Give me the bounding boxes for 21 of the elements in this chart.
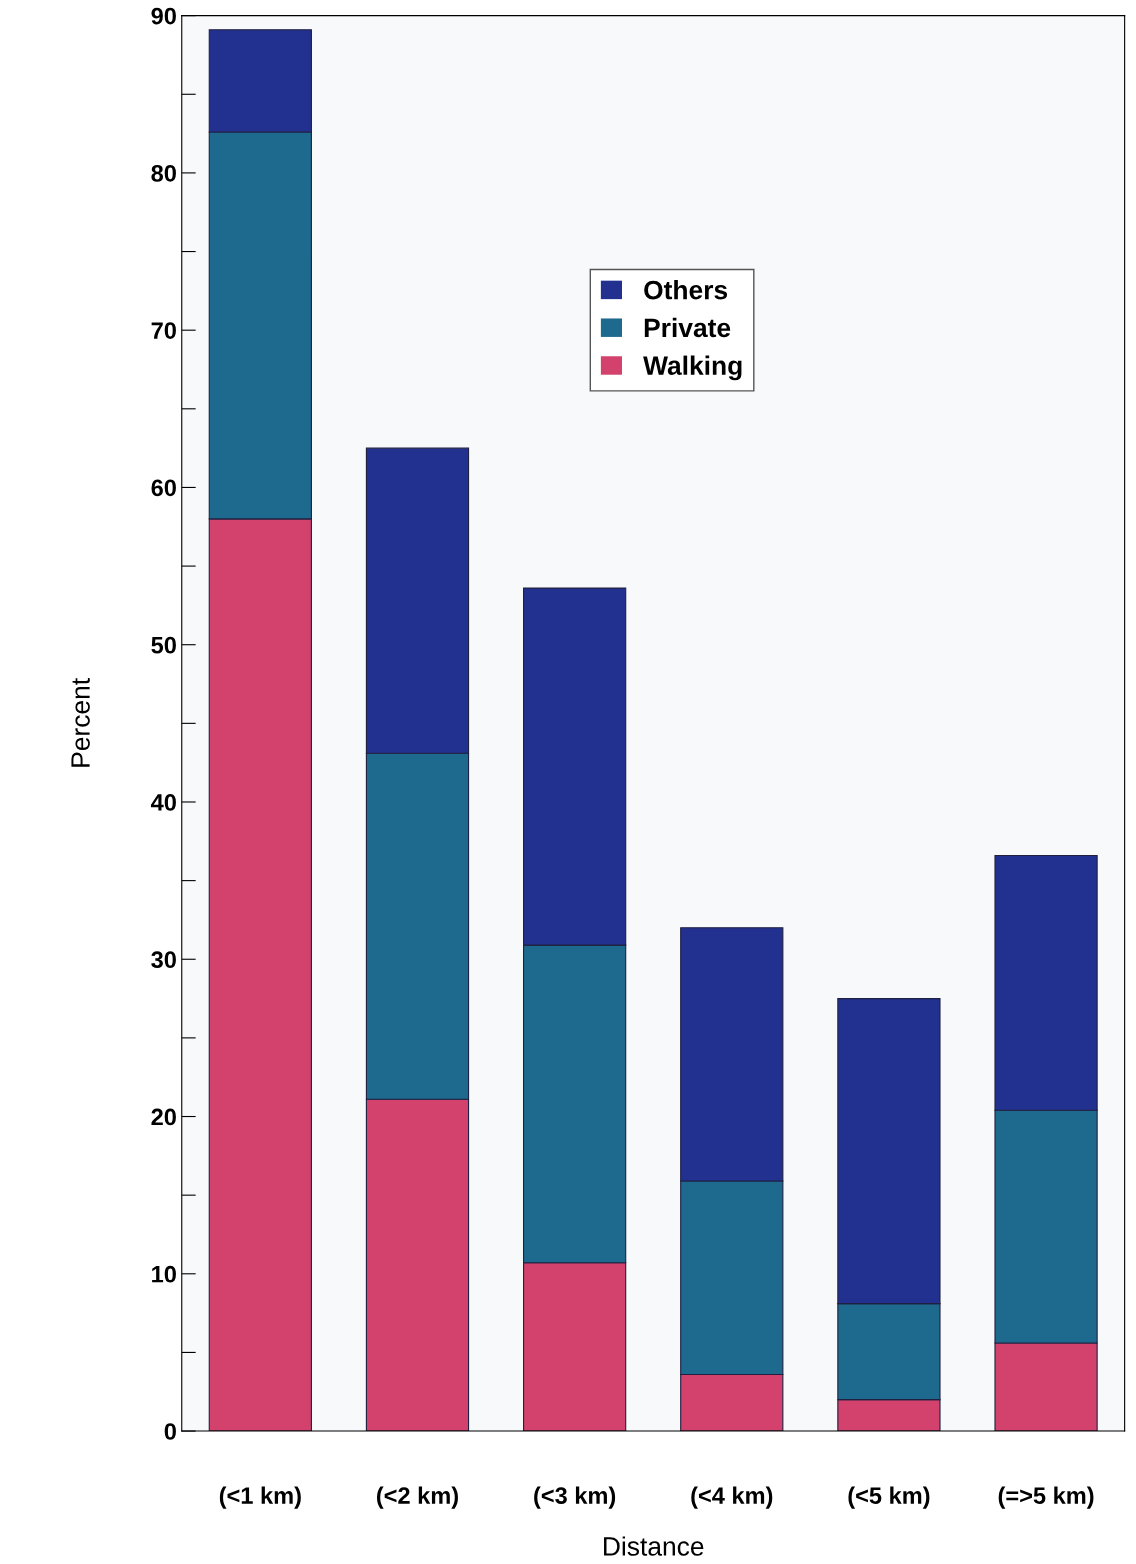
y-axis-title: Percent [71,678,90,767]
y-tick-label: 80 [151,164,176,182]
x-axis-title: Distance [604,1536,704,1556]
y-tick-label: 70 [151,322,176,339]
y-tick-label: 90 [151,7,176,25]
y-tick-label: 0 [164,1423,176,1440]
legend-label: Walking [643,355,742,381]
x-tick-label: (<3 km) [534,1486,616,1509]
y-tick-label: 20 [151,1108,176,1126]
x-tick-label: (<4 km) [691,1486,773,1509]
x-tick-label: (<5 km) [848,1486,930,1509]
y-tick-label: 40 [151,794,176,811]
x-tick-label: (=>5 km) [998,1486,1094,1509]
x-tick-label: (<1 km) [219,1486,301,1509]
y-tick-label: 30 [151,951,176,969]
y-tick-label: 50 [151,636,176,654]
legend-label: Private [644,317,731,338]
y-tick-label: 10 [152,1265,176,1283]
x-tick-label: (<2 km) [376,1486,458,1509]
y-tick-label: 60 [151,479,176,497]
legend-label: Others [644,280,728,300]
